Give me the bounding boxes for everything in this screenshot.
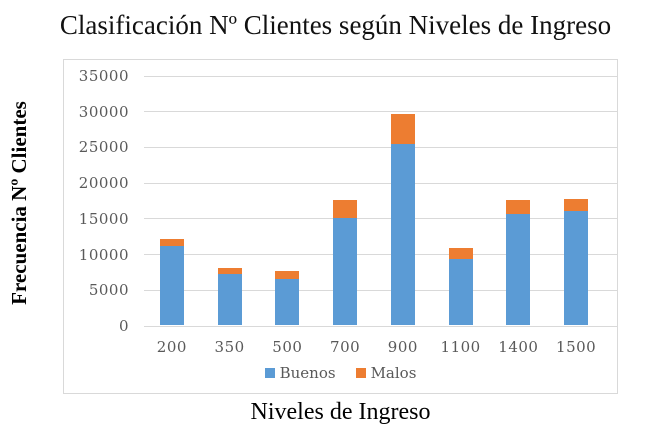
bar-group-500: [275, 271, 300, 325]
x-tick-label: 500: [272, 338, 303, 356]
bar-group-350: [217, 267, 242, 325]
bar-segment-malos: [159, 238, 184, 247]
bar-segment-malos: [564, 198, 589, 211]
y-tick-label: 35000: [78, 67, 129, 85]
y-tick-label: 15000: [78, 209, 129, 228]
legend-label: Buenos: [279, 364, 336, 382]
bar-group-700: [333, 200, 358, 325]
chart-title: Clasificación Nº Clientes según Niveles …: [59, 10, 612, 40]
plot-area: 0 5000 10000 15000 20000 25000 30000 35000 200 3…: [63, 59, 618, 394]
legend: Buenos Malos: [64, 364, 617, 382]
y-tick-label: 20000: [78, 174, 129, 193]
x-tick-label: 700: [330, 338, 361, 356]
legend-swatch-malos: [355, 368, 366, 378]
gridline: [144, 182, 617, 184]
x-tick-label: 1100: [440, 338, 481, 356]
bar-segment-buenos: [275, 279, 300, 325]
bar-segment-malos: [448, 247, 473, 260]
y-tick-label: 0: [118, 317, 129, 335]
bar-group-1100: [448, 247, 473, 325]
x-tick-label: 350: [214, 338, 245, 356]
bar-segment-malos: [333, 200, 358, 218]
gridline: [144, 75, 617, 77]
x-tick-label: 1500: [556, 338, 597, 356]
x-tick-label: 900: [387, 338, 418, 356]
bar-segment-buenos: [217, 273, 242, 325]
bar-segment-buenos: [333, 217, 358, 325]
legend-label: Malos: [370, 364, 417, 382]
gridline: [144, 218, 617, 220]
bar-segment-buenos: [448, 259, 473, 325]
legend-swatch-buenos: [264, 368, 275, 378]
bar-segment-buenos: [564, 210, 589, 325]
gridline: [144, 289, 617, 291]
y-axis-title: Frecuencia Nº Clientes: [7, 101, 31, 305]
y-tick-label: 30000: [78, 102, 129, 121]
bar-group-200: [159, 238, 184, 325]
y-tick-label: 10000: [78, 245, 129, 264]
bar-segment-buenos: [159, 246, 184, 325]
bar-group-1400: [506, 200, 531, 325]
y-tick-label: 5000: [88, 281, 129, 300]
x-tick-label: 200: [156, 338, 187, 356]
legend-item-malos: Malos: [355, 364, 417, 382]
bar-segment-malos: [275, 271, 300, 280]
gridline: [144, 325, 617, 327]
y-tick-label: 25000: [78, 138, 129, 157]
gridline: [144, 111, 617, 113]
legend-item-buenos: Buenos: [264, 364, 336, 382]
bar-segment-buenos: [506, 214, 531, 325]
gridline: [144, 254, 617, 256]
bar-segment-malos: [506, 200, 531, 215]
bar-segment-malos: [390, 114, 415, 144]
bar-segment-malos: [217, 267, 242, 274]
bar-group-900: [390, 114, 415, 325]
bar-group-1500: [564, 198, 589, 325]
x-tick-label: 1400: [498, 338, 539, 356]
x-axis-title: Niveles de Ingreso: [250, 399, 431, 425]
bar-segment-buenos: [390, 143, 415, 325]
gridline: [144, 146, 617, 148]
